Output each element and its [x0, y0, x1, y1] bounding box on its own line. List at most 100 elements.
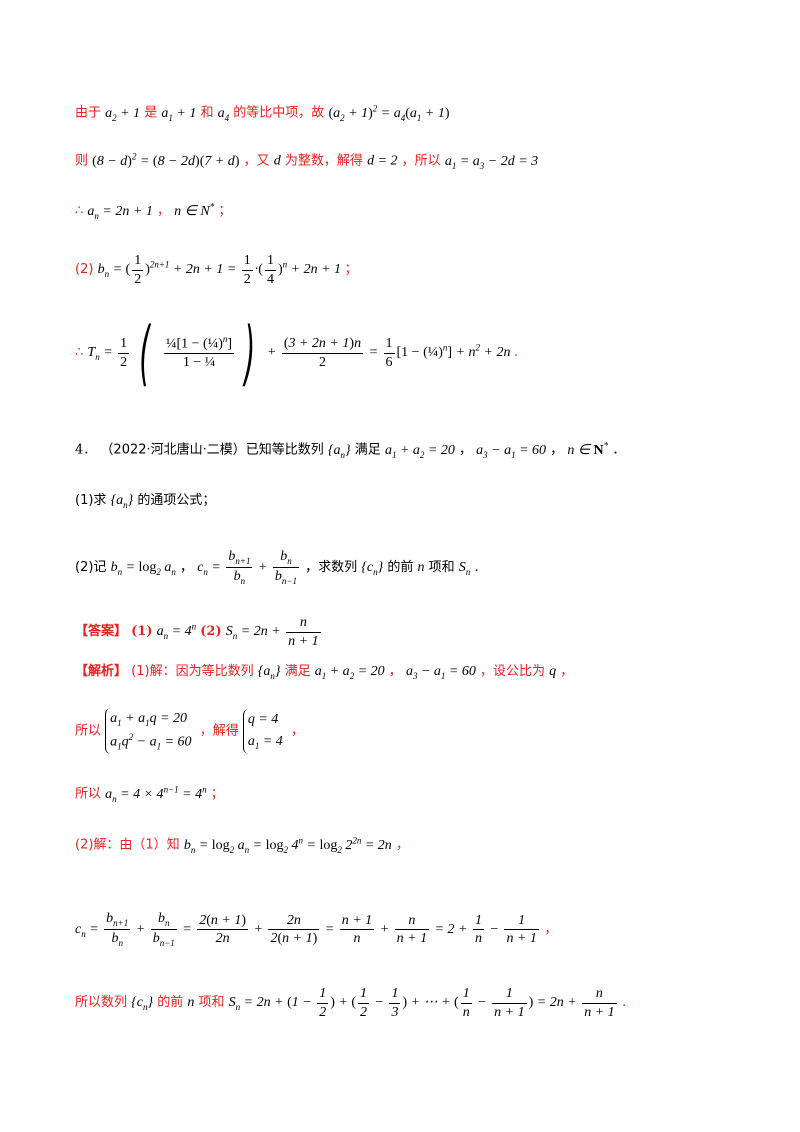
text: 由于 [75, 105, 102, 121]
text: ； [210, 786, 224, 802]
math: n [187, 995, 195, 1011]
text: ， [395, 837, 409, 853]
math: Tn = 1 2( ¼[1 − (¼)n] 1 − ¼) + (3 + 2n + 1… [87, 312, 514, 394]
math: n ∈ N* [567, 440, 609, 458]
text: ； [344, 262, 358, 278]
analysis-line: 【解析】 (1)解：因为等比数列 {an} 满足 a1 + a2 = 20 ， … [75, 665, 573, 681]
math: {an} [110, 493, 134, 510]
text: 的等比中项，故 [233, 105, 325, 121]
text: 为整数，解得 [284, 153, 363, 169]
math: Sn [458, 559, 471, 577]
math: a2 + 1 [105, 105, 141, 123]
text: 的前 [387, 559, 414, 575]
math: {cn} [361, 559, 384, 577]
math: an = 4 × 4n−1 = 4n [105, 784, 207, 804]
math: {an} [327, 442, 351, 460]
answer-tag: 【答案】 [75, 624, 128, 640]
text: ，又 [243, 153, 270, 169]
math: d = 2 [367, 153, 398, 169]
solution-system: 所以 a1 + a1q = 20 a1q2 − a1 = 60 ，解得 q = 4… [75, 708, 304, 755]
math: an = 2n + 1 [87, 203, 153, 221]
text: ， [458, 442, 472, 458]
question-2: (2)记 bn = log2 an ， cn = bn+1 bn + bn bn−1… [75, 548, 479, 587]
math-system: a1 + a1q = 20 a1q2 − a1 = 60 [105, 708, 192, 755]
text: (1)求 [75, 493, 107, 508]
text: （2022·河北唐山·二模）已知等比数列 [100, 442, 324, 458]
text: (2)记 [75, 559, 107, 575]
text: ，解得 [199, 723, 239, 739]
math: a1 + 1 [161, 105, 197, 123]
solution-sum: 所以数列 {cn} 的前 n 项和 Sn = 2n + (1 − 1 2) + (… [75, 985, 626, 1021]
line-3: ∴ an = 2n + 1 ， n ∈ N* ； [75, 202, 231, 220]
text: (2) [75, 262, 94, 278]
therefore-symbol: ∴ [75, 345, 84, 361]
math: (a2 + 1)2 = a4(a1 + 1) [328, 103, 450, 123]
text: . [622, 995, 627, 1011]
math: a3 − a1 = 60 [405, 664, 476, 681]
text: 满足 [284, 664, 311, 679]
text: ， [560, 664, 574, 679]
line-2: 则 (8 − d)2 = (8 − 2d)(7 + d) ，又 d 为整数，解得… [75, 152, 538, 170]
math: {cn} [131, 995, 154, 1013]
text: (2)解：由（1）知 [75, 837, 180, 853]
math: {an} [257, 664, 281, 681]
math: a3 − a1 = 60 [476, 442, 547, 460]
math: bn = log2 an = log2 4n = log2 22n = 2n [183, 835, 392, 855]
math: an = 4n [156, 621, 197, 642]
text: ； [218, 203, 232, 219]
math: d [273, 153, 281, 169]
line-1: 由于 a2 + 1 是 a1 + 1 和 a4 的等比中项，故 (a2 + 1)… [75, 104, 450, 122]
text: ， [550, 442, 564, 458]
math: Sn = 2n + (1 − 1 2) + (1 2 − 1 3) + ⋯ + (1 n… [228, 986, 617, 1020]
text: 所以 [75, 786, 102, 802]
text: 项和 [428, 559, 455, 575]
problem-4-statement: 4． （2022·河北唐山·二模）已知等比数列 {an} 满足 a1 + a2 … [75, 441, 625, 459]
text: ， [388, 664, 402, 679]
text: 的前 [157, 995, 184, 1011]
math: bn = log2 an [110, 559, 176, 577]
math: bn = (1 2)2n+1 + 2n + 1 = 1 2 ·(1 4)n + 2n +… [97, 253, 345, 287]
therefore-symbol: ∴ [75, 203, 84, 219]
text: ． [612, 442, 626, 458]
line-5: ∴ Tn = 1 2( ¼[1 − (¼)n] 1 − ¼) + (3 + 2n +… [75, 318, 518, 388]
text: 项和 [198, 995, 225, 1011]
text: (2) [200, 624, 222, 640]
math-system: q = 4 a1 = 4 [242, 708, 283, 754]
text: ， [180, 559, 194, 575]
math: a4 [217, 105, 230, 123]
text: ， [290, 723, 304, 739]
math: a1 = a3 − 2d = 3 [444, 153, 539, 171]
math: a1 + a2 = 20 [384, 442, 455, 460]
text: ，求数列 [305, 559, 358, 575]
text: ， [156, 203, 170, 219]
text: . [513, 345, 519, 361]
text: 则 [75, 153, 89, 169]
text: 所以 [75, 723, 102, 739]
question-1: (1)求 {an} 的通项公式； [75, 494, 215, 510]
math: n ∈ N* [174, 201, 215, 219]
text: ，所以 [401, 153, 441, 169]
math: cn = bn+1 bn + bn bn−1 [197, 549, 299, 586]
text: 是 [144, 105, 158, 121]
text: 的通项公式； [137, 493, 216, 508]
analysis-tag: 【解析】 [75, 664, 128, 679]
solution-cn: cn = bn+1 bn + bn bn−1 = 2(n + 1) 2n + 2n 2(… [75, 910, 557, 949]
text: (1) [131, 624, 153, 640]
math: (8 − d)2 = (8 − 2d)(7 + d) [92, 151, 240, 169]
text: ， [544, 921, 558, 937]
text: 和 [200, 105, 214, 121]
math: a1 + a2 = 20 [314, 664, 385, 681]
line-4: (2) bn = (1 2)2n+1 + 2n + 1 = 1 2 ·(1 4)n + … [75, 252, 358, 288]
solution-part-2: (2)解：由（1）知 bn = log2 an = log2 4n = log2… [75, 836, 409, 854]
text: . [474, 559, 479, 575]
math: cn = bn+1 bn + bn bn−1 = 2(n + 1) 2n + 2n 2(… [75, 911, 539, 948]
text: 满足 [354, 442, 381, 458]
problem-number: 4． [75, 442, 97, 458]
text: ，设公比为 [479, 664, 545, 679]
text: 所以数列 [75, 995, 128, 1011]
text: (1)解：因为等比数列 [131, 664, 254, 679]
solution-general-term: 所以 an = 4 × 4n−1 = 4n ； [75, 785, 224, 803]
math: q [549, 664, 557, 679]
